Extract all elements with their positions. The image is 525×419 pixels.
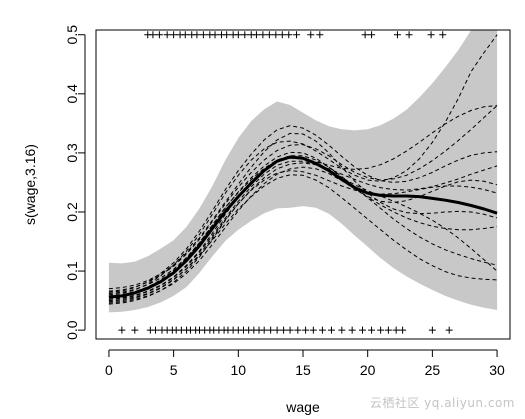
rug-mark-bottom [445, 326, 453, 334]
rug-mark-top [223, 31, 231, 39]
rug-mark-top [361, 31, 369, 39]
rug-mark-bottom [399, 326, 407, 334]
rug-mark-top [368, 31, 376, 39]
rug-mark-bottom [152, 326, 160, 334]
rug-mark-top [439, 31, 447, 39]
x-tick-label: 5 [170, 362, 178, 378]
rug-mark-top [181, 31, 189, 39]
x-tick-label: 15 [295, 362, 311, 378]
rug-mark-top [241, 31, 249, 39]
x-axis: 0 5 10 15 20 25 30 [105, 349, 505, 378]
rug-mark-top [293, 31, 301, 39]
rug-mark-top [427, 31, 435, 39]
sample-curve [108, 151, 498, 294]
rug-mark-bottom [118, 326, 126, 334]
rug-mark-bottom [309, 326, 317, 334]
rug-mark-bottom [131, 326, 139, 334]
sample-curves-layer [108, 34, 498, 305]
rug-mark-top [149, 31, 157, 39]
rug-mark-top [252, 31, 260, 39]
rug-mark-bottom [348, 326, 356, 334]
rug-mark-bottom [368, 326, 376, 334]
fitted-curve [108, 155, 498, 299]
rug-mark-top [234, 31, 242, 39]
y-tick-label: 0.3 [64, 143, 80, 163]
rug-mark-top [272, 31, 280, 39]
rug-mark-top [211, 31, 219, 39]
sample-curve [108, 174, 498, 302]
rug-mark-top [307, 31, 315, 39]
rug-mark-top [265, 31, 273, 39]
rug-mark-bottom [327, 326, 335, 334]
rug-mark-bottom [338, 326, 346, 334]
sample-curve [108, 170, 498, 305]
rug-marks-layer [118, 31, 453, 334]
fitted-curve-layer [108, 155, 498, 299]
rug-mark-top [170, 31, 178, 39]
sample-curve [108, 162, 498, 303]
x-tick-label: 20 [360, 362, 376, 378]
y-tick-label: 0.4 [64, 84, 80, 104]
sample-curve [108, 155, 498, 297]
rug-mark-bottom [260, 326, 268, 334]
rug-mark-bottom [359, 326, 367, 334]
sample-curve [108, 105, 498, 299]
y-tick-label: 0.1 [64, 261, 80, 281]
confidence-band [108, 30, 498, 313]
rug-mark-top [393, 31, 401, 39]
y-axis: 0.0 0.1 0.2 0.3 0.4 0.5 [64, 25, 86, 340]
x-axis-title: wage [285, 399, 320, 415]
rug-mark-bottom [286, 326, 294, 334]
rug-mark-bottom [294, 326, 302, 334]
rug-mark-bottom [302, 326, 310, 334]
rug-mark-top [199, 31, 207, 39]
rug-mark-bottom [392, 326, 400, 334]
rug-mark-bottom [318, 326, 326, 334]
confidence-band-layer [108, 30, 498, 313]
y-tick-label: 0.0 [64, 320, 80, 340]
rug-mark-top [278, 31, 286, 39]
rug-mark-bottom [267, 326, 275, 334]
sample-curve [108, 105, 498, 292]
rug-mark-top [193, 31, 201, 39]
sample-curve [108, 132, 498, 290]
rug-mark-top [316, 31, 324, 39]
sample-curve [108, 125, 498, 293]
rug-mark-top [259, 31, 267, 39]
rug-mark-bottom [428, 326, 436, 334]
x-tick-label: 25 [425, 362, 441, 378]
sample-curve [108, 166, 498, 304]
x-tick-label: 0 [105, 362, 113, 378]
rug-mark-bottom [384, 326, 392, 334]
y-tick-label: 0.2 [64, 202, 80, 222]
rug-mark-bottom [377, 326, 385, 334]
rug-mark-top [405, 31, 413, 39]
plot-frame [95, 29, 511, 340]
rug-mark-top [163, 31, 171, 39]
rug-mark-bottom [273, 326, 281, 334]
x-tick-label: 10 [231, 362, 247, 378]
rug-mark-bottom [280, 326, 288, 334]
y-tick-label: 0.5 [64, 25, 80, 45]
watermark: 云栖社区 yq.aliyun.com [369, 396, 515, 410]
y-axis-title: s(wage,3.16) [22, 144, 38, 225]
rug-mark-top [285, 31, 293, 39]
rug-mark-top [155, 31, 163, 39]
x-tick-label: 30 [489, 362, 505, 378]
